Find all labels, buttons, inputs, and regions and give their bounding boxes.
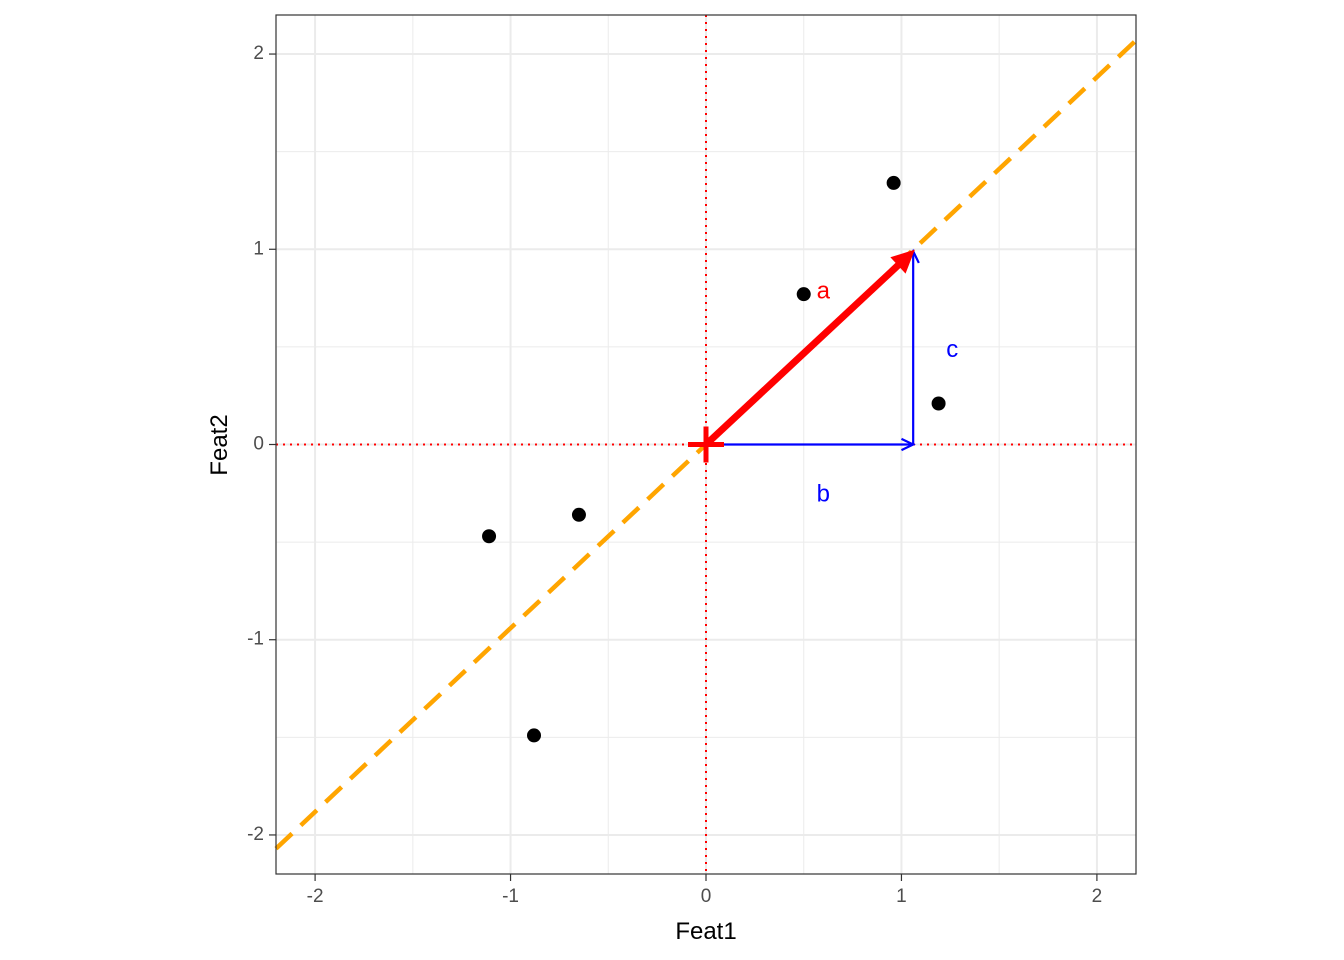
vector-label-c: c	[946, 336, 958, 363]
vector-label-a: a	[817, 278, 831, 305]
y-axis: -2 -1 0 1 2	[247, 43, 276, 845]
y-tick-label: 2	[253, 43, 264, 64]
data-point	[796, 287, 811, 302]
vector-a-shaft	[703, 260, 903, 448]
x-tick-label: 0	[701, 886, 712, 907]
points	[482, 175, 946, 743]
data-point	[527, 728, 541, 743]
data-point	[931, 396, 946, 411]
y-tick-label: -1	[247, 629, 264, 650]
plot-panel: a b c	[274, 14, 1138, 875]
y-axis-title: Feat2	[206, 414, 233, 475]
reference-lines	[276, 15, 1136, 874]
x-tick-label: -1	[502, 886, 519, 907]
x-tick-label: -2	[307, 886, 324, 907]
y-tick-label: 0	[253, 434, 264, 455]
annotations: a b c	[817, 278, 959, 508]
data-point	[571, 507, 586, 522]
x-tick-label: 2	[1092, 886, 1103, 907]
vector-a-head	[890, 249, 915, 274]
y-tick-label: 1	[253, 238, 264, 259]
x-axis-title: Feat1	[675, 918, 736, 945]
data-point	[886, 175, 901, 190]
y-tick-label: -2	[247, 824, 264, 845]
vector-label-b: b	[817, 481, 830, 508]
x-tick-label: 1	[896, 886, 907, 907]
vectors	[688, 248, 920, 463]
x-axis: -2 -1 0 1 2	[307, 874, 1103, 907]
data-point	[482, 529, 497, 544]
